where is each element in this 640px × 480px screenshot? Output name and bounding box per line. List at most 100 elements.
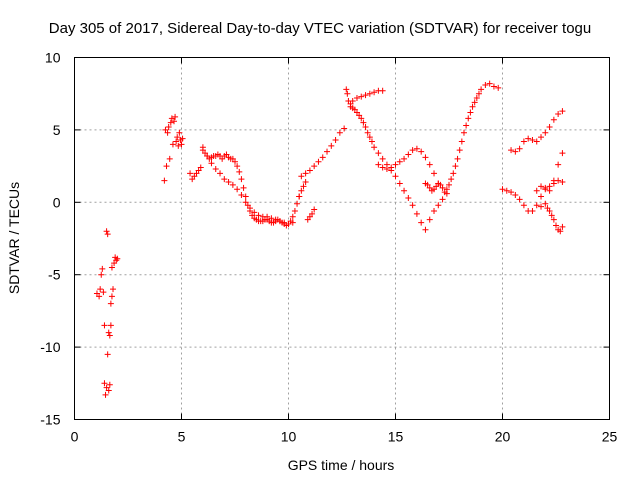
data-point bbox=[405, 151, 412, 158]
data-point bbox=[100, 289, 107, 296]
data-point bbox=[171, 118, 178, 125]
y-tick-label: 5 bbox=[53, 122, 61, 138]
data-point bbox=[396, 180, 403, 187]
data-point bbox=[508, 189, 515, 196]
data-point bbox=[426, 161, 433, 168]
data-point bbox=[471, 99, 478, 106]
data-point bbox=[97, 286, 104, 293]
data-point bbox=[454, 155, 461, 162]
tick-labels: 0 5 10 15 20 25 -15 -10 -5 0 5 10 bbox=[40, 50, 617, 445]
data-point bbox=[167, 119, 174, 126]
data-point bbox=[309, 210, 316, 217]
data-point bbox=[102, 391, 109, 398]
data-point bbox=[104, 231, 111, 238]
data-point bbox=[443, 190, 450, 197]
data-point bbox=[289, 213, 296, 220]
data-point bbox=[358, 93, 365, 100]
data-point bbox=[550, 216, 557, 223]
data-point bbox=[555, 110, 562, 117]
data-point bbox=[366, 90, 373, 97]
data-point bbox=[174, 134, 181, 141]
chart-title: Day 305 of 2017, Sidereal Day-to-day VTE… bbox=[49, 20, 591, 37]
data-point bbox=[364, 129, 371, 136]
data-point bbox=[105, 387, 112, 394]
data-point bbox=[106, 381, 113, 388]
x-tick-label: 20 bbox=[495, 429, 511, 445]
data-point bbox=[108, 264, 115, 271]
data-point bbox=[368, 138, 375, 145]
data-point bbox=[349, 97, 356, 104]
grid bbox=[74, 57, 610, 420]
data-point bbox=[251, 209, 258, 216]
data-point bbox=[475, 90, 482, 97]
data-point bbox=[379, 87, 386, 94]
data-point bbox=[379, 155, 386, 162]
data-point bbox=[550, 177, 557, 184]
data-point bbox=[101, 380, 108, 387]
data-point bbox=[358, 115, 365, 122]
data-point bbox=[520, 138, 527, 145]
data-point bbox=[199, 144, 206, 151]
data-point bbox=[426, 216, 433, 223]
data-point bbox=[413, 145, 420, 152]
data-point bbox=[179, 135, 186, 142]
y-axis-label: SDTVAR / TECUs bbox=[6, 182, 22, 294]
data-point bbox=[108, 293, 115, 300]
data-point bbox=[405, 194, 412, 201]
data-point bbox=[533, 187, 540, 194]
data-point bbox=[469, 103, 476, 110]
data-point bbox=[396, 158, 403, 165]
data-point bbox=[546, 207, 553, 214]
y-tick-label: -10 bbox=[40, 339, 60, 355]
data-point bbox=[559, 150, 566, 157]
data-point bbox=[242, 193, 249, 200]
data-point bbox=[371, 89, 378, 96]
data-point bbox=[520, 202, 527, 209]
data-point bbox=[298, 173, 305, 180]
data-point bbox=[291, 207, 298, 214]
data-point bbox=[332, 137, 339, 144]
data-point bbox=[234, 186, 241, 193]
data-point bbox=[371, 144, 378, 151]
data-point bbox=[276, 218, 283, 225]
data-point bbox=[246, 205, 253, 212]
data-point bbox=[311, 163, 318, 170]
data-point bbox=[478, 86, 485, 93]
data-point bbox=[302, 179, 309, 186]
data-point bbox=[435, 202, 442, 209]
data-point bbox=[300, 183, 307, 190]
data-point bbox=[285, 221, 292, 228]
data-point bbox=[446, 181, 452, 188]
data-point bbox=[557, 228, 564, 235]
data-point bbox=[508, 147, 515, 154]
data-point bbox=[114, 255, 121, 262]
data-point bbox=[360, 119, 367, 126]
data-point bbox=[460, 129, 467, 136]
data-point bbox=[298, 187, 305, 194]
data-point bbox=[328, 142, 335, 149]
data-point bbox=[225, 179, 232, 186]
data-point bbox=[173, 138, 180, 145]
data-point bbox=[204, 152, 211, 159]
data-point bbox=[353, 95, 360, 102]
data-point bbox=[343, 86, 350, 93]
data-point bbox=[344, 90, 351, 97]
data-point bbox=[503, 187, 510, 194]
data-point bbox=[178, 141, 185, 148]
data-point bbox=[463, 122, 470, 129]
data-point bbox=[542, 129, 549, 136]
data-point bbox=[362, 92, 369, 99]
data-point bbox=[212, 165, 219, 172]
data-point bbox=[96, 293, 103, 300]
data-point bbox=[255, 212, 262, 219]
data-point bbox=[296, 193, 303, 200]
data-point bbox=[529, 137, 536, 144]
data-point bbox=[366, 134, 373, 141]
data-point bbox=[456, 147, 463, 154]
data-point bbox=[197, 164, 204, 171]
data-point bbox=[324, 148, 331, 155]
data-point bbox=[499, 186, 506, 193]
data-point bbox=[542, 184, 549, 191]
data-point bbox=[187, 170, 194, 177]
data-point bbox=[238, 176, 245, 183]
